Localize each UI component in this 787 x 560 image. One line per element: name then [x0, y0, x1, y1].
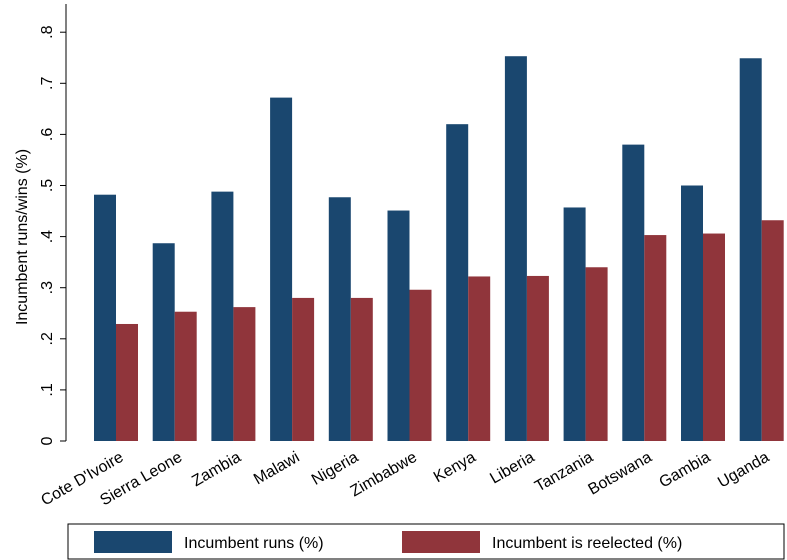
x-tick-label: Uganda: [715, 449, 772, 492]
y-tick-label: 0: [39, 436, 56, 445]
bar-incumbent-runs: [739, 58, 762, 442]
bar-incumbent-runs: [446, 124, 469, 442]
bars: [94, 56, 784, 442]
x-tick-label: Liberia: [487, 449, 537, 488]
bar-incumbent-reelected: [761, 220, 784, 441]
legend: Incumbent runs (%) Incumbent is reelected…: [67, 523, 785, 560]
legend-label: Incumbent runs (%): [184, 535, 324, 552]
y-tick-label: .2: [39, 332, 56, 345]
bar-incumbent-runs: [681, 185, 703, 441]
y-tick-label: .3: [39, 281, 56, 294]
bar-incumbent-reelected: [468, 276, 491, 441]
x-tick-label: Gambia: [656, 449, 713, 492]
y-axis-label: Incumbent runs/wins (%): [14, 149, 31, 325]
y-axis: 0 .1 .2 .3 .4 .5 .6 .7 .8: [39, 4, 67, 445]
x-tick-label: Tanzania: [532, 449, 596, 496]
y-tick-label: .7: [39, 77, 56, 90]
y-tick-label: .8: [39, 25, 56, 38]
bar-incumbent-reelected: [174, 311, 197, 441]
bar-incumbent-runs: [504, 56, 527, 441]
y-tick-label: .4: [39, 230, 56, 243]
bar-incumbent-reelected: [526, 275, 549, 441]
legend-label: Incumbent is reelected (%): [492, 535, 682, 552]
bar-incumbent-runs: [622, 144, 645, 441]
bar-incumbent-reelected: [585, 267, 608, 441]
x-tick-label: Zimbabwe: [348, 449, 421, 501]
bar-incumbent-reelected: [292, 297, 315, 441]
legend-swatch: [402, 531, 480, 553]
bar-incumbent-reelected: [233, 307, 256, 441]
bar-incumbent-reelected: [703, 233, 725, 441]
bar-incumbent-reelected: [350, 297, 373, 441]
bar-incumbent-runs: [563, 207, 586, 441]
bar-incumbent-runs: [328, 197, 351, 441]
bar-incumbent-runs: [211, 191, 234, 441]
y-tick-label: .1: [39, 383, 56, 396]
x-tick-label: Botswana: [585, 449, 654, 499]
x-tick-label: Zambia: [189, 449, 244, 490]
x-tick-label: Malawi: [251, 449, 303, 489]
bar-incumbent-reelected: [116, 323, 138, 441]
y-tick-label: .6: [39, 128, 56, 141]
bar-incumbent-runs: [94, 194, 116, 441]
legend-swatch: [94, 531, 172, 553]
bar-incumbent-runs: [270, 97, 293, 441]
bar-incumbent-reelected: [644, 235, 667, 441]
bar-incumbent-runs: [387, 210, 410, 441]
x-tick-label: Kenya: [431, 449, 479, 486]
bar-incumbent-reelected: [409, 289, 432, 441]
bar-incumbent-runs: [152, 243, 175, 441]
y-tick-label: .5: [39, 179, 56, 192]
